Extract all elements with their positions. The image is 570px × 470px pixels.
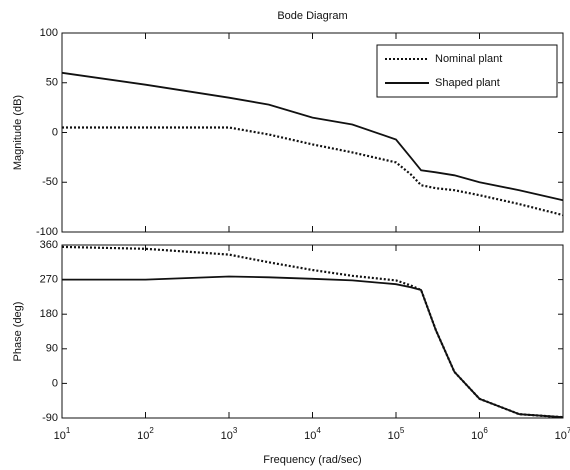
x-axis-label: Frequency (rad/sec) <box>263 454 361 466</box>
x-tick-label: 106 <box>471 426 488 442</box>
y-tick-label: 270 <box>40 274 58 286</box>
y-tick-label: 180 <box>40 308 58 320</box>
x-tick-label: 101 <box>54 426 71 442</box>
series-line <box>62 126 564 217</box>
series-line <box>62 275 564 419</box>
y-axis-label: Phase (deg) <box>12 302 24 362</box>
x-tick-label: 107 <box>555 426 570 442</box>
x-tick-label: 104 <box>304 426 321 442</box>
y-tick-label: 50 <box>46 77 58 89</box>
legend-label: Nominal plant <box>435 53 502 65</box>
legend-box <box>376 44 558 98</box>
y-tick-label: 0 <box>52 377 58 389</box>
y-axis-label: Magnitude (dB) <box>12 95 24 170</box>
y-tick-label: -90 <box>42 412 58 424</box>
series-line <box>61 245 564 419</box>
y-tick-label: -100 <box>36 226 58 238</box>
series-line <box>61 71 564 202</box>
y-tick-label: -50 <box>42 176 58 188</box>
x-tick-label: 103 <box>221 426 238 442</box>
y-tick-label: 100 <box>40 27 58 39</box>
y-tick-label: 0 <box>52 126 58 138</box>
x-tick-label: 105 <box>388 426 405 442</box>
legend-label: Shaped plant <box>435 77 500 89</box>
x-tick-label: 102 <box>137 426 154 442</box>
y-tick-label: 90 <box>46 343 58 355</box>
chart-title: Bode Diagram <box>277 10 347 22</box>
y-tick-label: 360 <box>40 239 58 251</box>
